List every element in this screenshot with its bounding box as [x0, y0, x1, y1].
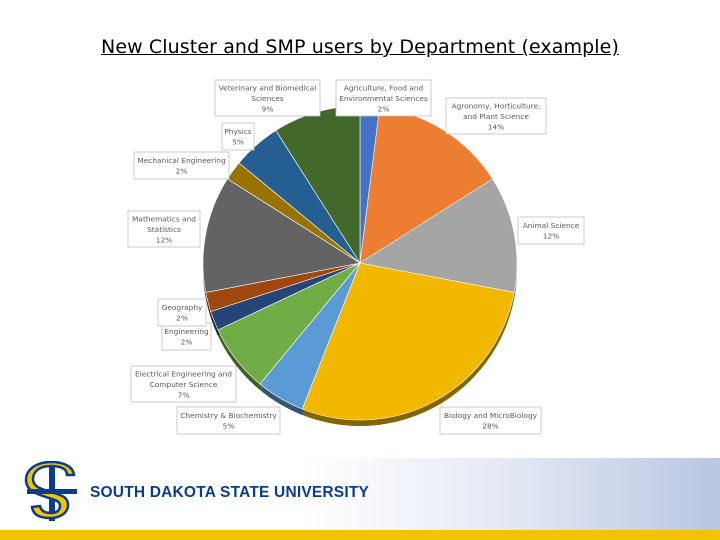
slice-name-label: Mathematics and	[132, 214, 196, 223]
slice-name-label: Chemistry & Biochemistry	[180, 411, 277, 420]
slice-value-label: 2%	[378, 104, 390, 113]
slice-name-label: Veterinary and Biomedical	[219, 83, 317, 92]
pie-slice-biology-and-microbiology	[301, 262, 515, 421]
callout-box	[439, 406, 542, 435]
slice-value-label: 2%	[176, 314, 188, 323]
slice-name-label: and Plant Science	[463, 112, 529, 121]
slice-name-label: Animal Science	[523, 221, 580, 230]
callout-physics: Physics 5%	[221, 122, 255, 151]
pie-slice-mathematics-and-statistics	[202, 178, 361, 293]
callout-chemistry-and-biochemistry: Chemistry & Biochemistry 5%	[176, 406, 281, 435]
slice-name-label: Statistics	[147, 225, 181, 234]
callout-animal-science: Animal Science 12%	[517, 216, 585, 245]
callout-box	[445, 97, 547, 135]
slice-name-label: Biology and MicroBiology	[444, 411, 538, 420]
slice-name-label: Agronomy, Horticulture,	[452, 101, 541, 110]
callout-engineering: Engineering 2%	[161, 322, 212, 351]
slice-name-label: Sciences	[251, 94, 284, 103]
slice-value-label: 2%	[176, 167, 188, 176]
callout-box	[214, 79, 321, 117]
callout-mechanical-engineering: Mechanical Engineering 2%	[133, 151, 230, 180]
callout-geography: Geography 2%	[157, 298, 207, 327]
callout-electrical-engineering-and-computer-science: Electrical Engineering and Computer Scien…	[130, 365, 237, 403]
footer-accent-bar	[0, 530, 720, 540]
slice-name-label: Engineering	[164, 327, 209, 336]
slide-title: New Cluster and SMP users by Department …	[101, 36, 619, 58]
university-logo-icon	[24, 461, 77, 521]
pie-labels: Agriculture, Food and Environmental Scien…	[127, 79, 585, 435]
slice-name-label: Geography	[162, 303, 203, 312]
callout-box	[130, 365, 237, 403]
pie-slice-animal-science	[359, 178, 518, 293]
slice-name-label: Environmental Sciences	[339, 94, 428, 103]
slice-name-label: Physics	[224, 127, 251, 136]
callout-box	[157, 298, 207, 327]
slice-value-label: 5%	[232, 138, 244, 147]
callout-biology-and-microbiology: Biology and MicroBiology 28%	[439, 406, 542, 435]
callout-box	[517, 216, 585, 245]
callout-agriculture-food-and-environmental-sciences: Agriculture, Food and Environmental Scien…	[335, 79, 432, 117]
callout-agronomy-horticulture-and-plant-science: Agronomy, Horticulture, and Plant Science…	[445, 97, 547, 135]
callout-box	[335, 79, 432, 117]
slice-value-label: 2%	[181, 338, 193, 347]
slice-name-label: Electrical Engineering and	[135, 369, 232, 378]
slice-value-label: 14%	[488, 122, 504, 131]
callout-box	[176, 406, 281, 435]
slice-name-label: Agriculture, Food and	[344, 83, 424, 92]
slice-name-label: Computer Science	[150, 380, 218, 389]
callout-box	[133, 151, 230, 180]
slice-value-label: 7%	[178, 390, 190, 399]
slice-value-label: 5%	[223, 422, 235, 431]
footer-band	[0, 458, 720, 540]
university-name: SOUTH DAKOTA STATE UNIVERSITY	[90, 484, 370, 501]
slice-name-label: Mechanical Engineering	[137, 156, 226, 165]
callout-box	[221, 122, 255, 151]
slice-value-label: 9%	[262, 104, 274, 113]
callout-box	[161, 322, 212, 351]
slice-value-label: 28%	[482, 422, 498, 431]
callout-box	[127, 210, 201, 248]
slice-value-label: 12%	[543, 232, 559, 241]
pie-slices	[202, 105, 518, 426]
slice-value-label: 12%	[156, 235, 172, 244]
